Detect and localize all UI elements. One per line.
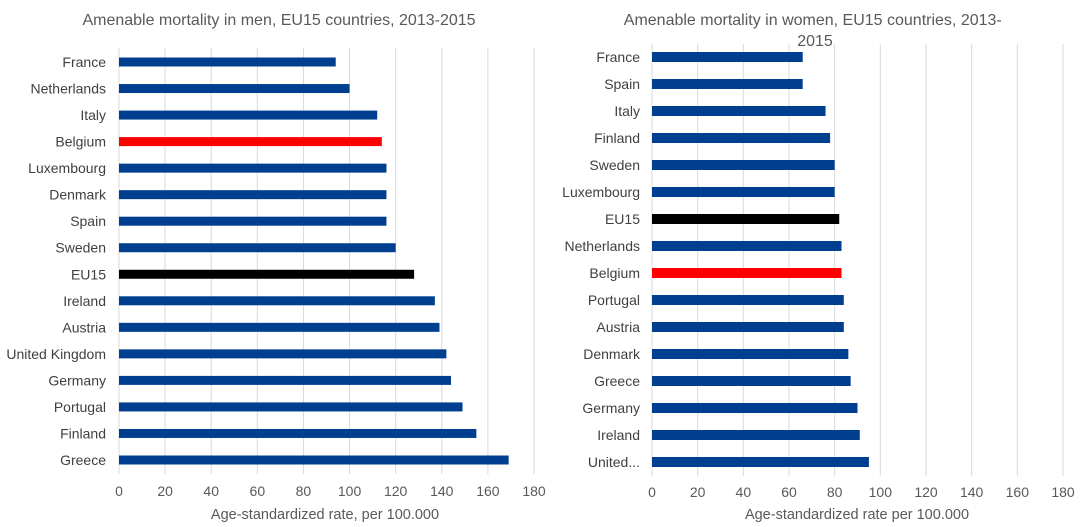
men-tick-label: 60 xyxy=(250,483,266,499)
women-bar xyxy=(652,403,858,413)
women-category-label: EU15 xyxy=(605,211,640,227)
men-bar xyxy=(119,84,350,94)
men-bar xyxy=(119,402,463,412)
men-tick-label: 180 xyxy=(522,483,546,499)
men-category-label: Ireland xyxy=(63,293,106,309)
men-tick-label: 100 xyxy=(338,483,362,499)
men-bar xyxy=(119,375,451,385)
men-category-label: Denmark xyxy=(49,187,107,203)
women-tick-label: 160 xyxy=(1006,484,1030,500)
men-bar xyxy=(119,296,435,306)
men-category-label: Greece xyxy=(60,452,106,468)
men-category-label: United Kingdom xyxy=(6,346,106,362)
men-bar xyxy=(119,137,382,147)
men-category-label: EU15 xyxy=(71,266,106,282)
women-tick-label: 80 xyxy=(827,484,843,500)
men-bar xyxy=(119,57,336,67)
women-chart-title: Amenable mortality in women, EU15 countr… xyxy=(624,12,1006,50)
women-tick-label: 60 xyxy=(781,484,797,500)
men-bar xyxy=(119,190,387,200)
men-category-label: Sweden xyxy=(55,240,106,256)
women-bars xyxy=(652,52,869,467)
women-mortality-chart: Amenable mortality in women, EU15 countr… xyxy=(562,12,1075,523)
women-x-axis-title: Age-standardized rate per 100.000 xyxy=(745,507,969,523)
men-category-label: Netherlands xyxy=(31,81,107,97)
men-tick-label: 0 xyxy=(115,483,123,499)
women-bar xyxy=(652,322,844,332)
men-category-label: Spain xyxy=(70,213,106,229)
women-chart-title-line-2: 2015 xyxy=(797,33,833,50)
women-tick-label: 120 xyxy=(914,484,938,500)
women-category-label: Germany xyxy=(582,400,640,416)
women-bar xyxy=(652,106,826,116)
women-category-label: Luxembourg xyxy=(562,184,640,200)
women-tick-label: 140 xyxy=(960,484,984,500)
men-category-label: Portugal xyxy=(54,399,106,415)
men-category-label: France xyxy=(62,54,106,70)
men-tick-label: 80 xyxy=(296,483,312,499)
men-tick-label: 140 xyxy=(430,483,454,499)
men-category-label: Austria xyxy=(62,319,106,335)
men-category-label: Luxembourg xyxy=(28,160,106,176)
women-bar xyxy=(652,295,844,305)
women-category-labels: France Spain Italy Finland Sweden Luxembourg E… xyxy=(562,49,641,470)
women-category-label: Greece xyxy=(594,373,640,389)
women-category-label: Sweden xyxy=(589,157,640,173)
men-bars xyxy=(119,57,509,465)
men-bar xyxy=(119,269,415,279)
women-category-label: Belgium xyxy=(589,265,640,281)
men-tick-labels: 0 20 40 60 80 100 120 140 160 180 xyxy=(115,483,546,499)
women-bar xyxy=(652,268,842,278)
women-bar xyxy=(652,241,842,251)
women-chart-title-line-1: Amenable mortality in women, EU15 countr… xyxy=(624,12,1002,29)
men-tick-label: 160 xyxy=(476,483,500,499)
men-category-label: Italy xyxy=(80,107,106,123)
women-bar xyxy=(652,160,835,170)
men-tick-label: 40 xyxy=(203,483,219,499)
women-bar xyxy=(652,457,869,467)
women-category-label: France xyxy=(596,49,640,65)
men-mortality-chart: Amenable mortality in men, EU15 countrie… xyxy=(6,12,546,523)
women-category-label: Austria xyxy=(596,319,640,335)
men-bar xyxy=(119,243,396,253)
women-bar xyxy=(652,133,831,143)
men-bar xyxy=(119,110,378,120)
women-bar xyxy=(652,430,860,440)
women-tick-labels: 0 20 40 60 80 100 120 140 160 180 xyxy=(648,484,1075,500)
women-tick-label: 100 xyxy=(869,484,893,500)
women-bar xyxy=(652,79,803,89)
women-category-label: Ireland xyxy=(597,427,640,443)
men-bar xyxy=(119,428,477,438)
men-bar xyxy=(119,163,387,173)
men-category-label: Belgium xyxy=(55,134,106,150)
men-x-axis-title: Age-standardized rate, per 100.000 xyxy=(211,507,439,523)
women-bar xyxy=(652,349,849,359)
women-category-label: Italy xyxy=(614,103,640,119)
men-tick-label: 20 xyxy=(157,483,173,499)
women-tick-label: 40 xyxy=(736,484,752,500)
men-chart-title: Amenable mortality in men, EU15 countrie… xyxy=(82,12,475,29)
women-category-label: Denmark xyxy=(583,346,641,362)
women-bar xyxy=(652,214,840,224)
men-bar xyxy=(119,322,440,332)
men-bar xyxy=(119,349,447,359)
women-tick-label: 20 xyxy=(690,484,706,500)
women-bar xyxy=(652,376,851,386)
men-category-labels: France Netherlands Italy Belgium Luxembourg D… xyxy=(6,54,107,468)
men-category-label: Germany xyxy=(48,372,106,388)
women-category-label: Portugal xyxy=(588,292,640,308)
women-category-label: Finland xyxy=(594,130,640,146)
women-category-label: Netherlands xyxy=(565,238,641,254)
women-bar xyxy=(652,187,835,197)
men-category-label: Finland xyxy=(60,425,106,441)
women-bar xyxy=(652,52,803,62)
women-category-label: United... xyxy=(588,454,640,470)
men-bar xyxy=(119,455,509,465)
men-bar xyxy=(119,216,387,226)
women-tick-label: 180 xyxy=(1051,484,1075,500)
women-tick-label: 0 xyxy=(648,484,656,500)
men-tick-label: 120 xyxy=(384,483,408,499)
women-category-label: Spain xyxy=(604,76,640,92)
